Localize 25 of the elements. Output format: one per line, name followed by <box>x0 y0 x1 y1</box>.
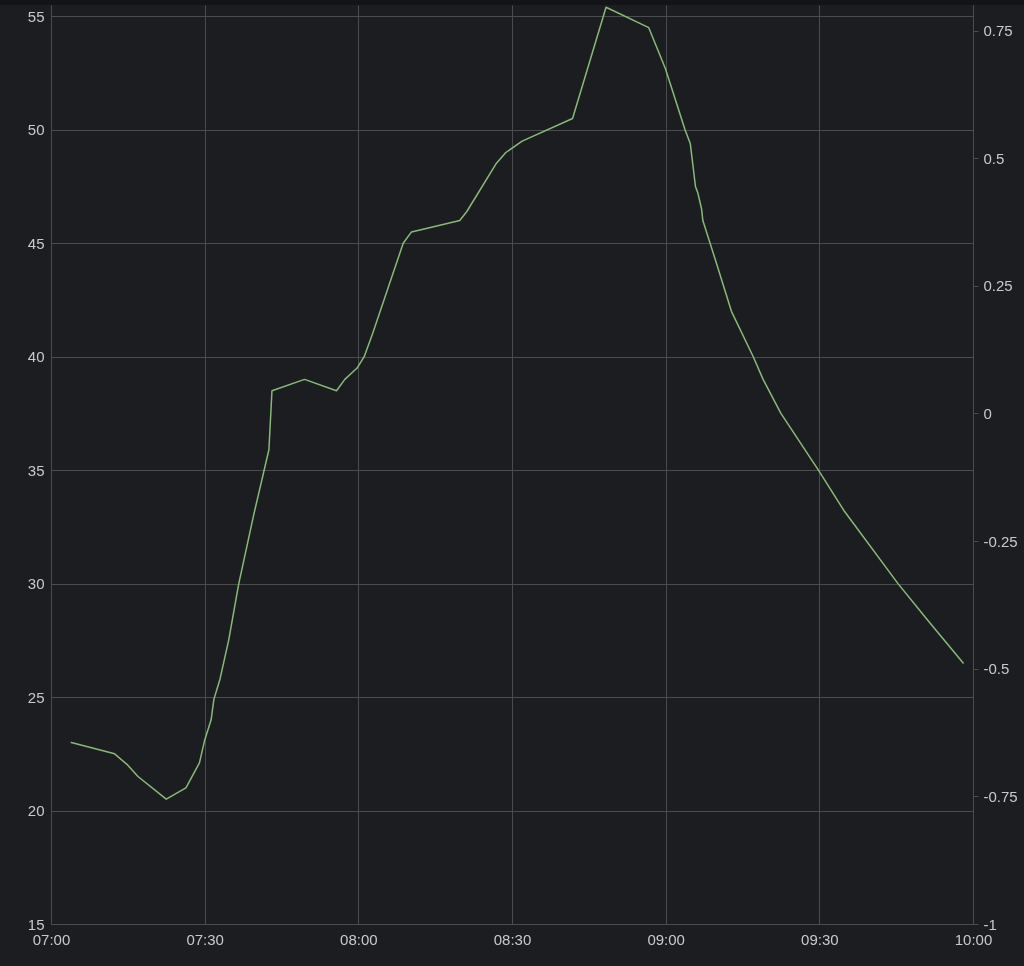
y-tick-label: 20 <box>27 802 45 820</box>
y-tick-label: 50 <box>27 121 45 139</box>
x-tick-label: 07:30 <box>186 930 224 948</box>
y2-tick-label: 0.5 <box>983 149 1005 167</box>
y-tick-label: 55 <box>27 7 45 25</box>
y2-tick-label: -0.75 <box>983 787 1018 805</box>
y-tick-label: 35 <box>27 461 45 479</box>
x-tick-label: 08:30 <box>493 930 532 948</box>
line-series <box>70 6 964 800</box>
y-tick-label: 15 <box>27 915 45 933</box>
x-tick-label: 10:00 <box>954 930 993 948</box>
y-tick-label: 45 <box>27 234 45 252</box>
y2-tick-label: -1 <box>983 915 997 933</box>
y-tick-label: 25 <box>27 688 45 706</box>
x-tick-label: 08:00 <box>340 930 378 948</box>
y2-tick-label: 0.75 <box>983 22 1013 40</box>
y2-tick-label: 0.25 <box>983 277 1013 295</box>
y2-tick-label: -0.25 <box>983 532 1018 550</box>
y-tick-label: 30 <box>27 575 45 593</box>
y-tick-label: 40 <box>27 348 45 366</box>
x-tick-label: 09:30 <box>801 930 839 948</box>
x-tick-label: 07:00 <box>32 930 71 948</box>
x-tick-label: 09:00 <box>647 930 685 948</box>
y2-tick-label: -0.5 <box>983 660 1010 678</box>
y2-tick-label: 0 <box>983 404 992 422</box>
